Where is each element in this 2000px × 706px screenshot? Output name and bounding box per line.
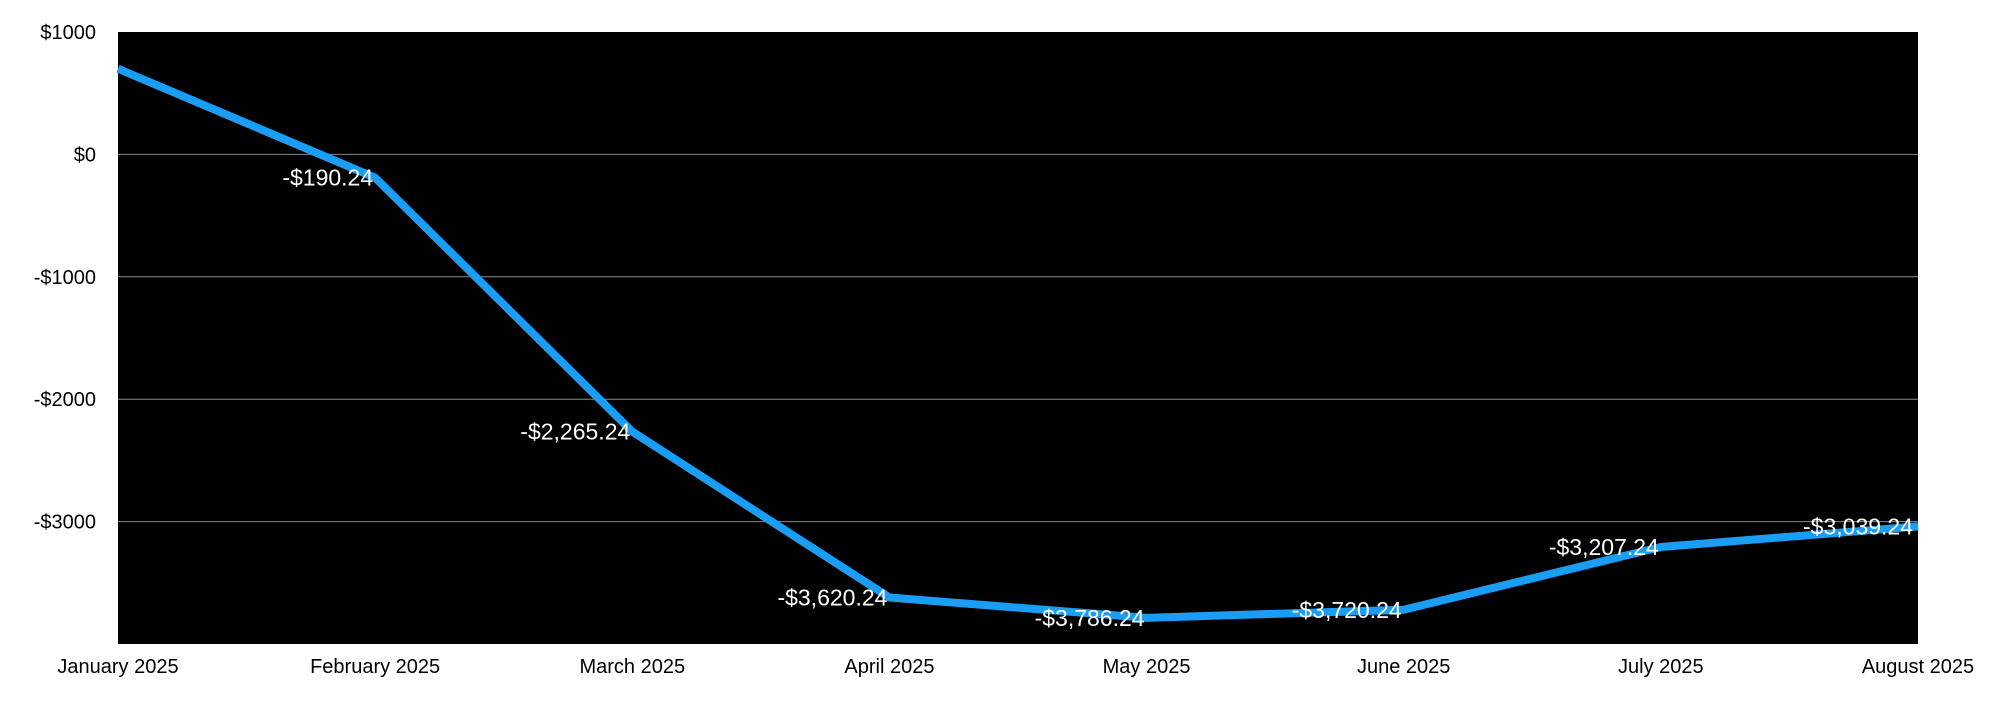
x-tick-label: April 2025 bbox=[844, 656, 934, 678]
data-labels: -$190.24 -$2,265.24 -$3,620.24 -$3,786.24 -$… bbox=[282, 165, 1913, 631]
data-label: -$3,039.24 bbox=[1803, 513, 1913, 539]
y-tick-label: -$1000 bbox=[34, 267, 96, 289]
x-tick-label: May 2025 bbox=[1103, 656, 1191, 678]
x-tick-label: August 2025 bbox=[1862, 656, 1974, 678]
y-tick-label: -$3000 bbox=[34, 512, 96, 534]
x-tick-label: January 2025 bbox=[57, 656, 178, 678]
y-tick-label: -$2000 bbox=[34, 389, 96, 411]
x-tick-label: March 2025 bbox=[579, 656, 685, 678]
y-tick-label: $1000 bbox=[40, 22, 96, 44]
data-label: -$3,207.24 bbox=[1549, 534, 1659, 560]
x-tick-label: June 2025 bbox=[1357, 656, 1450, 678]
data-label: -$190.24 bbox=[282, 165, 373, 191]
data-label: -$3,620.24 bbox=[777, 585, 887, 611]
x-tick-label: February 2025 bbox=[310, 656, 440, 678]
x-axis-ticks: January 2025 February 2025 March 2025 April… bbox=[57, 656, 1974, 678]
gridlines bbox=[118, 153, 1918, 523]
data-label: -$2,265.24 bbox=[520, 419, 630, 445]
series-line bbox=[116, 65, 1919, 622]
data-label: -$3,786.24 bbox=[1035, 605, 1145, 631]
data-label: -$3,720.24 bbox=[1292, 597, 1402, 623]
y-tick-label: $0 bbox=[74, 144, 96, 166]
series-lines bbox=[116, 65, 1919, 622]
y-axis-ticks: $1000 $0 -$1000 -$2000 -$3000 bbox=[34, 22, 96, 534]
x-tick-label: July 2025 bbox=[1618, 656, 1704, 678]
plot-area bbox=[118, 32, 1918, 644]
